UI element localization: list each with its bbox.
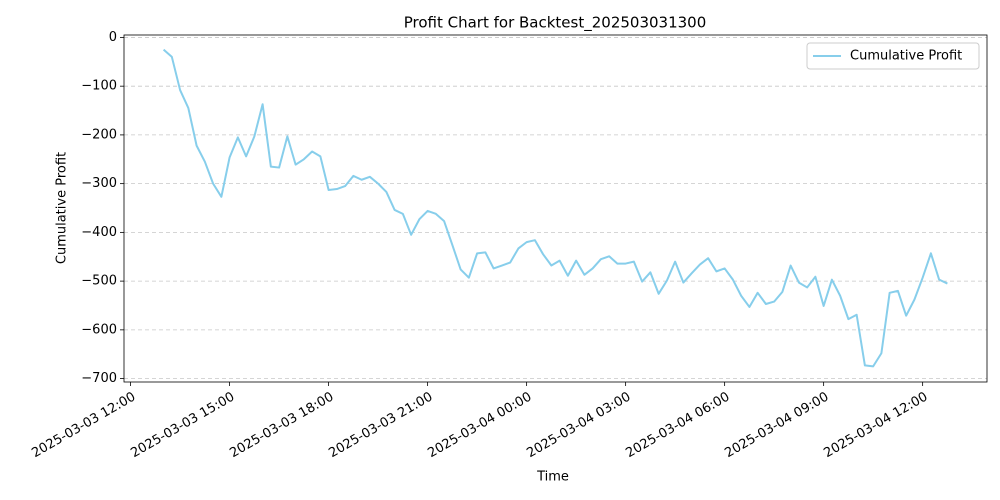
chart-title: Profit Chart for Backtest_202503031300 xyxy=(404,14,707,33)
y-axis-label: Cumulative Profit xyxy=(55,152,70,264)
legend: Cumulative Profit xyxy=(806,42,980,70)
y-tick-label: 0 xyxy=(109,30,117,45)
legend-frame xyxy=(806,42,980,70)
y-tick-label: −300 xyxy=(81,176,117,191)
data-line xyxy=(162,48,948,368)
y-tick-label: −500 xyxy=(81,274,117,289)
y-tick-label: −700 xyxy=(81,371,117,386)
x-axis-label: Time xyxy=(536,470,569,485)
y-tick-label: −600 xyxy=(81,322,117,337)
plot-frame xyxy=(123,34,988,383)
y-tick-label: −100 xyxy=(81,79,117,94)
legend-label: Cumulative Profit xyxy=(850,49,962,64)
y-tick-label: −400 xyxy=(81,225,117,240)
y-tick-label: −200 xyxy=(81,127,117,142)
